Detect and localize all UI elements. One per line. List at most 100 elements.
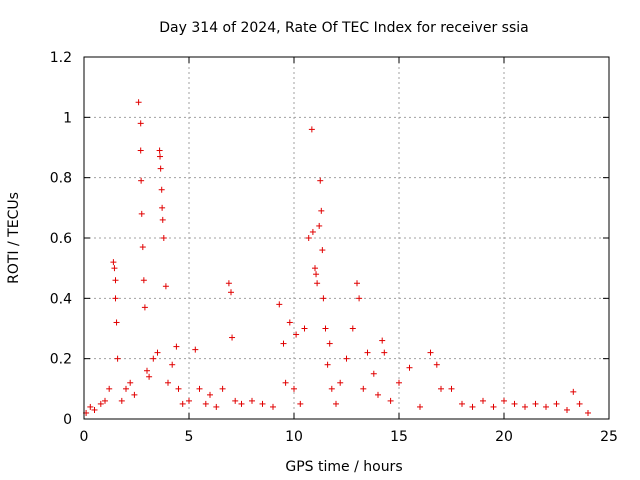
data-point <box>175 385 182 392</box>
x-tick-label: 0 <box>80 429 89 445</box>
data-point <box>138 210 145 217</box>
data-point <box>196 385 203 392</box>
data-point <box>326 340 333 347</box>
data-point <box>159 204 166 211</box>
data-point <box>319 247 326 254</box>
data-point <box>328 385 335 392</box>
data-point <box>91 406 98 413</box>
data-point <box>138 177 145 184</box>
data-point <box>131 391 138 398</box>
data-point <box>160 235 167 241</box>
x-axis-label: GPS time / hours <box>285 459 402 475</box>
data-point <box>490 403 497 410</box>
data-point <box>532 400 539 407</box>
data-point <box>249 397 255 404</box>
data-point <box>297 400 304 407</box>
data-point <box>576 400 583 407</box>
data-point <box>127 379 134 386</box>
data-point <box>232 397 239 404</box>
data-point <box>585 409 591 416</box>
data-point <box>314 280 321 287</box>
data-point <box>370 370 377 377</box>
data-point <box>333 400 339 407</box>
data-point <box>123 385 129 392</box>
x-tick-label: 10 <box>285 429 303 445</box>
data-point <box>213 403 220 410</box>
y-tick-label: 0 <box>63 412 72 428</box>
data-point <box>169 361 176 368</box>
y-tick-labels: 0 0.2 0.4 0.6 0.8 1 1.2 <box>50 50 72 428</box>
data-point <box>165 379 171 386</box>
data-point <box>135 99 142 106</box>
data-point <box>280 340 287 347</box>
data-point <box>286 319 293 326</box>
data-point <box>387 397 394 404</box>
data-point <box>238 400 245 407</box>
y-tick-label: 1.2 <box>50 50 72 66</box>
data-point <box>137 120 144 127</box>
data-point <box>564 406 570 413</box>
data-point <box>322 325 329 332</box>
data-point <box>158 186 165 193</box>
data-point <box>112 277 119 284</box>
y-axis-label: ROTI / TECUs <box>6 192 22 284</box>
data-point <box>146 373 153 380</box>
data-points <box>83 99 591 416</box>
y-tick-label: 0.8 <box>50 171 72 187</box>
data-point <box>343 355 350 362</box>
data-point <box>110 259 117 266</box>
data-point <box>228 289 234 296</box>
data-point <box>364 349 371 356</box>
data-point <box>570 388 577 395</box>
data-point <box>312 265 318 272</box>
data-point <box>501 397 507 404</box>
data-point <box>114 355 121 362</box>
data-point <box>309 228 316 235</box>
data-point <box>282 379 289 386</box>
data-point <box>417 403 423 410</box>
data-point <box>354 280 360 287</box>
data-point <box>157 165 164 172</box>
y-tick-label: 1 <box>63 110 72 126</box>
data-point <box>337 379 344 386</box>
data-point <box>111 265 118 272</box>
data-point <box>97 400 104 407</box>
data-point <box>159 216 166 223</box>
data-point <box>276 301 283 308</box>
data-point <box>301 325 308 332</box>
data-point <box>469 403 476 410</box>
data-point <box>438 385 444 392</box>
data-point <box>313 271 320 278</box>
data-point <box>511 400 518 407</box>
x-tick-label: 20 <box>495 429 513 445</box>
data-point <box>112 295 119 302</box>
data-point <box>113 319 120 326</box>
data-point <box>375 391 381 398</box>
data-point <box>356 295 363 302</box>
data-point <box>320 295 327 302</box>
data-point <box>427 349 434 356</box>
y-tick-label: 0.2 <box>50 352 72 368</box>
data-point <box>207 391 213 398</box>
data-point <box>137 147 144 154</box>
data-point <box>317 177 324 184</box>
x-tick-labels: 0 5 10 15 20 25 <box>80 429 618 445</box>
data-point <box>156 147 163 154</box>
x-tick-label: 25 <box>600 429 618 445</box>
data-point <box>106 385 113 392</box>
data-point <box>349 325 356 332</box>
chart-title: Day 314 of 2024, Rate Of TEC Index for r… <box>159 20 528 36</box>
data-point <box>480 397 486 404</box>
data-point <box>154 349 161 356</box>
data-point <box>291 385 297 392</box>
data-point <box>192 346 199 353</box>
data-point <box>522 403 528 410</box>
data-point <box>406 364 413 371</box>
data-point <box>259 400 266 407</box>
data-point <box>324 361 331 368</box>
axis-ticks <box>83 56 610 420</box>
data-point <box>139 244 146 251</box>
data-point <box>305 235 312 241</box>
